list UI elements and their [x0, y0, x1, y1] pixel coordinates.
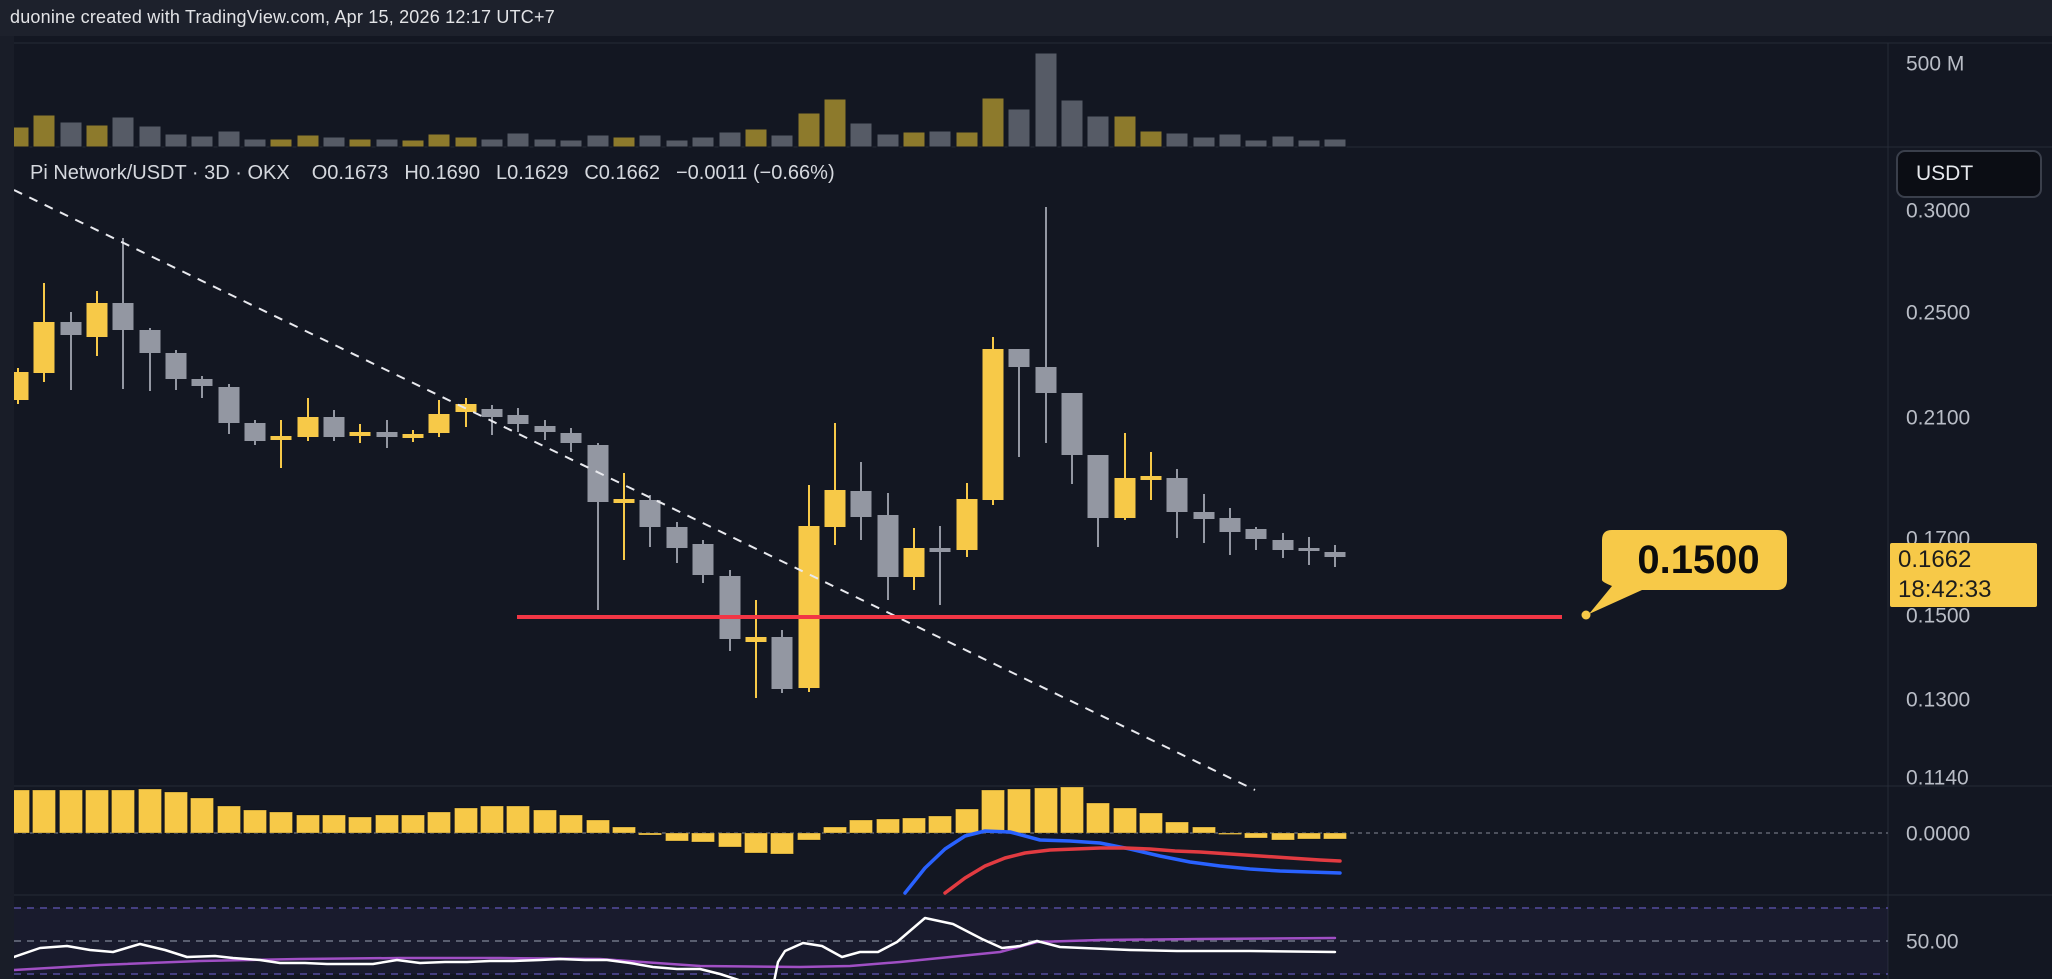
axis-label-01300: 0.1300: [1906, 689, 1970, 712]
axis-label-00000: 0.0000: [1906, 823, 1970, 846]
price-callout[interactable]: 0.1500: [1589, 530, 1787, 614]
axis-label-01500: 0.1500: [1906, 605, 1970, 628]
bar-countdown: 18:42:33: [1898, 576, 1992, 603]
series-layer: [14, 52, 1347, 979]
callout-label: 0.1500: [1637, 538, 1759, 582]
ohlc-high: H0.1690: [404, 161, 481, 184]
axis-label-01140: 0.1140: [1906, 767, 1969, 790]
chart-widget: 0.1500 500 M 0.3000 0.2500 0.2100 0.1700 0.15…: [14, 36, 2052, 979]
last-price-value: 0.1662: [1898, 546, 1972, 573]
volume-series: [14, 52, 1347, 148]
trendline-drawing[interactable]: [14, 189, 1256, 791]
axis-label-5000: 50.00: [1906, 931, 1959, 954]
axis-label-03000: 0.3000: [1906, 200, 1970, 223]
currency-toggle-button[interactable]: USDT: [1896, 150, 2042, 198]
axis-label-02100: 0.2100: [1906, 407, 1970, 430]
callout-anchor-dot: [1581, 610, 1591, 620]
price-scale-labels[interactable]: 500 M0.30000.25000.21000.17000.15000.130…: [1906, 53, 1970, 954]
chart-canvas[interactable]: 0.1500 500 M0.30000.25000.21000.17000.15…: [14, 36, 2052, 979]
last-price-tag: 0.1662 18:42:33: [1890, 543, 2037, 607]
ohlc-low: L0.1629: [496, 161, 569, 184]
macd-series: [14, 786, 1347, 895]
axis-label-500M: 500 M: [1906, 53, 1964, 76]
currency-toggle-label: USDT: [1916, 162, 1974, 185]
watermark-title: duonine created with TradingView.com, Ap…: [10, 7, 555, 27]
symbol-title[interactable]: Pi Network/USDT · 3D · OKX: [30, 161, 290, 184]
header-bar: duonine created with TradingView.com, Ap…: [0, 0, 2052, 36]
axis-label-02500: 0.2500: [1906, 302, 1970, 325]
ohlc-close: C0.1662: [584, 161, 660, 184]
rsi-series: [14, 916, 1337, 979]
candlestick-series: [14, 207, 1346, 698]
change-value: −0.0011 (−0.66%): [675, 161, 835, 184]
ohlc-open: O0.1673: [311, 161, 389, 184]
symbol-legend[interactable]: Pi Network/USDT · 3D · OKX O0.1673 H0.16…: [30, 160, 851, 186]
